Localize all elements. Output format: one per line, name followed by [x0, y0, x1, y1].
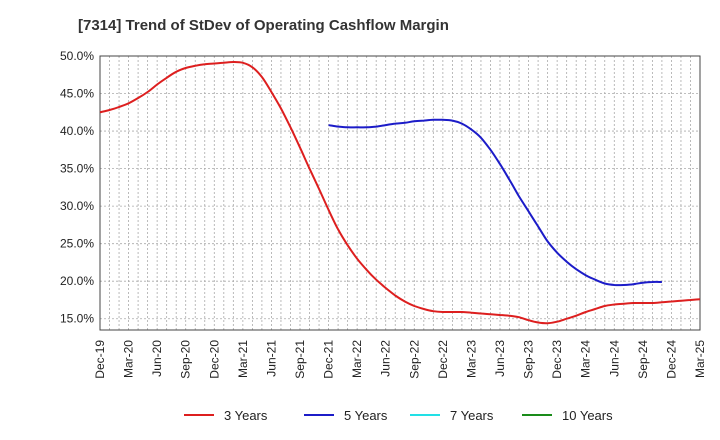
x-tick-label: Mar-25 — [693, 340, 707, 378]
y-tick-label: 30.0% — [60, 199, 94, 213]
series-line-5-years — [328, 118, 662, 287]
x-tick-label: Mar-24 — [579, 340, 593, 378]
x-tick-label: Dec-23 — [550, 340, 564, 379]
y-tick-label: 20.0% — [60, 274, 94, 288]
x-tick-label: Sep-20 — [179, 340, 193, 379]
x-tick-label: Sep-24 — [636, 340, 650, 379]
series-lines — [99, 60, 701, 325]
x-tick-label: Jun-24 — [607, 340, 621, 377]
x-tick-label: Mar-23 — [464, 340, 478, 378]
y-axis-ticks: 15.0% 20.0% 25.0% 30.0% 35.0% 40.0% 45.0% 50.0% — [60, 49, 94, 326]
legend-label: 3 Years — [224, 408, 268, 423]
x-tick-label: Dec-21 — [322, 340, 336, 379]
x-tick-label: Mar-22 — [350, 340, 364, 378]
x-tick-label: Dec-20 — [207, 340, 221, 379]
series-line-3-years — [99, 60, 701, 325]
x-tick-label: Dec-22 — [436, 340, 450, 379]
x-tick-label: Sep-22 — [407, 340, 421, 379]
x-tick-label: Jun-22 — [379, 340, 393, 377]
x-tick-label: Dec-24 — [664, 340, 678, 379]
x-tick-label: Dec-19 — [93, 340, 107, 379]
y-tick-label: 15.0% — [60, 312, 94, 326]
y-tick-label: 25.0% — [60, 237, 94, 251]
x-tick-label: Jun-21 — [264, 340, 278, 377]
y-tick-label: 40.0% — [60, 124, 94, 138]
x-tick-label: Mar-21 — [236, 340, 250, 378]
x-axis-ticks: Dec-19 Mar-20 Jun-20 Sep-20 Dec-20 Mar-21 Jun-… — [93, 340, 707, 379]
chart-title: [7314] Trend of StDev of Operating Cashf… — [78, 17, 449, 34]
x-tick-label: Sep-23 — [522, 340, 536, 379]
x-tick-label: Jun-23 — [493, 340, 507, 377]
legend-label: 7 Years — [450, 408, 494, 423]
legend-label: 5 Years — [344, 408, 388, 423]
x-tick-label: Sep-21 — [293, 340, 307, 379]
x-tick-label: Mar-20 — [122, 340, 136, 378]
y-tick-label: 50.0% — [60, 49, 94, 63]
plot-area-frame — [99, 55, 701, 331]
legend: 3 Years 5 Years 7 Years 10 Years — [184, 408, 613, 423]
y-tick-label: 35.0% — [60, 162, 94, 176]
grid — [100, 55, 700, 330]
y-tick-label: 45.0% — [60, 87, 94, 101]
legend-label: 10 Years — [562, 408, 613, 423]
x-tick-label: Jun-20 — [150, 340, 164, 377]
